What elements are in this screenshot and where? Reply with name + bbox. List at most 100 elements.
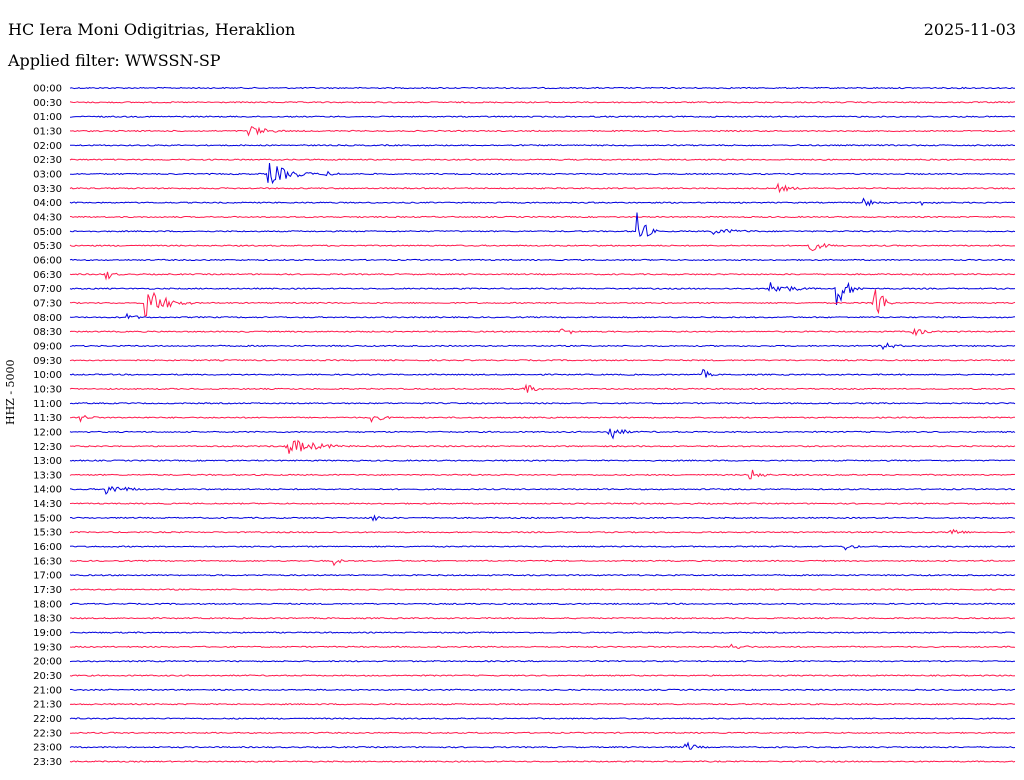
trace-line — [69, 101, 1016, 104]
trace-line — [69, 212, 1016, 237]
row-time-label: 02:30 — [33, 155, 62, 166]
row-time-label: 10:30 — [33, 384, 62, 395]
row-time-label: 09:00 — [33, 341, 62, 352]
row-time-label: 14:30 — [33, 499, 62, 510]
trace-line — [70, 602, 1016, 606]
row-time-label: 12:00 — [33, 427, 62, 438]
trace-line — [69, 559, 1016, 567]
row-time-label: 04:30 — [33, 212, 62, 223]
row-time-label: 06:30 — [33, 270, 62, 281]
row-time-label: 22:30 — [33, 728, 62, 739]
trace-line — [69, 631, 1016, 634]
trace-line — [69, 414, 1015, 424]
trace-line — [69, 702, 1016, 706]
row-time-label: 17:30 — [33, 585, 62, 596]
row-time-label: 13:00 — [33, 456, 62, 467]
trace-line — [69, 359, 1016, 362]
trace-line — [69, 660, 1016, 663]
trace-line — [69, 327, 1016, 337]
row-time-label: 11:00 — [33, 399, 62, 410]
trace-line — [69, 242, 1016, 252]
trace-line — [69, 760, 1016, 763]
date-label: 2025-11-03 — [923, 20, 1016, 39]
trace-line — [69, 428, 1016, 440]
row-time-label: 01:30 — [33, 126, 62, 137]
trace-line — [69, 144, 1016, 147]
trace-line — [70, 616, 1016, 620]
row-time-label: 15:00 — [33, 513, 62, 524]
row-time-label: 08:00 — [33, 313, 62, 324]
row-time-label: 23:30 — [33, 757, 62, 768]
trace-line — [69, 312, 1016, 320]
row-time-label: 09:30 — [33, 356, 62, 367]
row-time-label: 08:30 — [33, 327, 62, 338]
trace-line — [69, 115, 1016, 118]
trace-line — [69, 469, 1016, 480]
trace-line — [69, 717, 1016, 720]
row-time-label: 03:30 — [33, 184, 62, 195]
row-time-label: 21:30 — [33, 700, 62, 711]
row-time-label: 05:00 — [33, 227, 62, 238]
trace-line — [69, 674, 1016, 677]
row-time-label: 23:00 — [33, 743, 62, 754]
trace-line — [69, 588, 1016, 591]
row-time-label: 21:00 — [33, 685, 62, 696]
trace-line — [69, 544, 1016, 551]
row-time-label: 14:00 — [33, 485, 62, 496]
row-time-label: 05:30 — [33, 241, 62, 252]
trace-line — [70, 731, 1016, 734]
trace-line — [69, 528, 1016, 535]
row-time-label: 22:00 — [33, 714, 62, 725]
trace-line — [69, 163, 1016, 185]
row-time-label: 07:30 — [33, 298, 62, 309]
trace-line — [69, 182, 1016, 194]
row-time-label: 07:00 — [33, 284, 62, 295]
trace-line — [69, 215, 1016, 219]
row-time-label: 19:30 — [33, 642, 62, 653]
row-time-label: 12:30 — [33, 442, 62, 453]
row-time-label: 20:30 — [33, 671, 62, 682]
trace-line — [69, 281, 1016, 305]
trace-line — [69, 485, 1016, 495]
station-title: HC Iera Moni Odigitrias, Heraklion — [8, 20, 296, 39]
row-time-label: 18:30 — [33, 614, 62, 625]
trace-line — [69, 574, 1016, 577]
trace-line — [69, 158, 1016, 161]
row-time-label: 00:30 — [33, 98, 62, 109]
trace-line — [69, 741, 1016, 750]
row-time-label: 04:00 — [33, 198, 62, 209]
row-time-label: 01:00 — [33, 112, 62, 123]
trace-line — [69, 197, 1016, 207]
row-time-label: 03:00 — [33, 169, 62, 180]
filter-label: Applied filter: WWSSN-SP — [8, 51, 221, 70]
trace-line — [69, 643, 1016, 650]
row-time-label: 00:00 — [33, 84, 62, 95]
row-time-label: 20:00 — [33, 657, 62, 668]
trace-line — [69, 86, 1015, 90]
trace-line — [69, 439, 1016, 454]
row-time-label: 02:00 — [33, 141, 62, 152]
row-time-label: 19:00 — [33, 628, 62, 639]
trace-line — [69, 126, 1016, 137]
trace-line — [69, 342, 1016, 351]
row-time-label: 11:30 — [33, 413, 62, 424]
trace-line — [69, 368, 1016, 378]
trace-line — [69, 289, 1016, 317]
trace-line — [69, 514, 1016, 522]
trace-line — [69, 383, 1016, 393]
trace-line — [69, 258, 1016, 262]
trace-line — [69, 271, 1016, 281]
trace-line — [69, 459, 1016, 462]
row-time-label: 17:00 — [33, 571, 62, 582]
trace-line — [69, 502, 1016, 505]
row-time-label: 16:00 — [33, 542, 62, 553]
trace-line — [69, 688, 1016, 692]
row-time-label: 10:00 — [33, 370, 62, 381]
row-time-label: 18:00 — [33, 599, 62, 610]
row-time-label: 06:00 — [33, 255, 62, 266]
row-time-label: 15:30 — [33, 528, 62, 539]
trace-line — [69, 402, 1016, 405]
row-time-label: 13:30 — [33, 470, 62, 481]
row-time-label: 16:30 — [33, 556, 62, 567]
